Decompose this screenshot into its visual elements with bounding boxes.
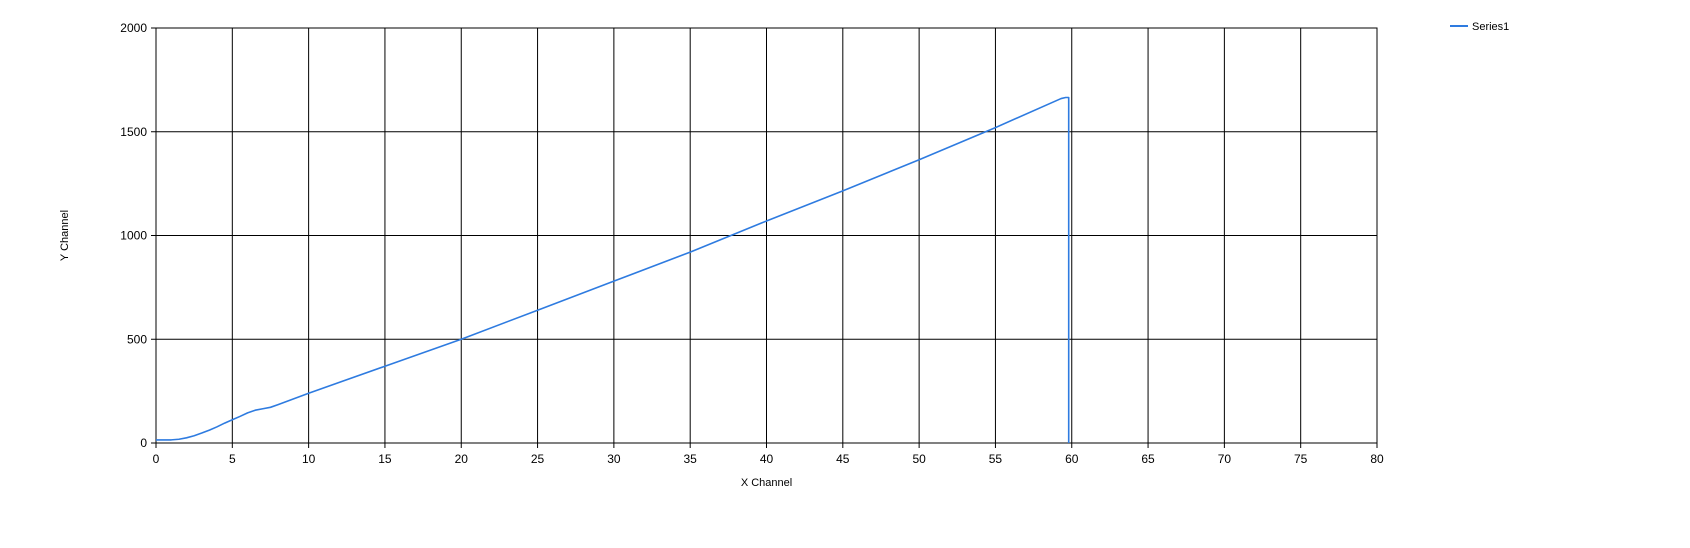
y-tick-label: 0 — [140, 436, 147, 450]
x-tick-label: 25 — [531, 452, 545, 466]
series-line-series1 — [156, 96, 1070, 443]
y-tick-label: 2000 — [120, 21, 147, 35]
series-layer — [156, 96, 1070, 443]
x-tick-label: 10 — [302, 452, 316, 466]
legend: Series1 — [1450, 21, 1509, 33]
x-axis-title: X Channel — [741, 477, 792, 489]
x-tick-label: 20 — [455, 452, 469, 466]
x-tick-label: 30 — [607, 452, 621, 466]
x-tick-label: 55 — [989, 452, 1003, 466]
axis-ticks: 0 5 10 15 20 25 30 35 40 45 50 55 60 65 70 75 80 0 500 1000… — [120, 21, 1384, 466]
y-axis-title: Y Channel — [59, 210, 71, 261]
x-tick-label: 70 — [1218, 452, 1232, 466]
x-tick-label: 80 — [1370, 452, 1384, 466]
x-tick-label: 15 — [378, 452, 392, 466]
y-tick-label: 1000 — [120, 229, 147, 243]
x-tick-label: 60 — [1065, 452, 1079, 466]
x-tick-label: 40 — [760, 452, 774, 466]
legend-label-series1: Series1 — [1472, 21, 1509, 33]
x-tick-label: 5 — [229, 452, 236, 466]
x-tick-label: 75 — [1294, 452, 1308, 466]
x-tick-label: 45 — [836, 452, 850, 466]
x-tick-label: 65 — [1141, 452, 1155, 466]
x-tick-label: 50 — [912, 452, 926, 466]
x-tick-label: 35 — [684, 452, 698, 466]
y-tick-label: 500 — [127, 332, 147, 346]
x-tick-label: 0 — [153, 452, 160, 466]
y-tick-label: 1500 — [120, 125, 147, 139]
